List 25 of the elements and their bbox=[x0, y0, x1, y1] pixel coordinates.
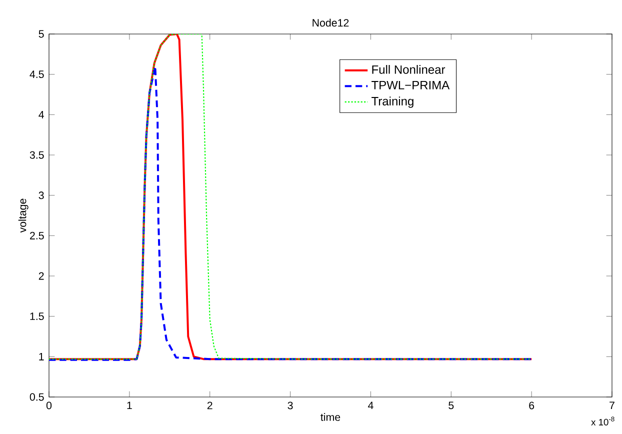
chart-title: Node12 bbox=[312, 18, 349, 27]
y-tick-label: 4.5 bbox=[30, 70, 44, 78]
y-tick-label: 1 bbox=[39, 352, 44, 360]
text: x 10$^{-8}$ bbox=[591, 416, 614, 426]
x-tick-label: 5 bbox=[448, 402, 454, 410]
x-axis-title: time bbox=[320, 413, 340, 421]
y-tick-label: 1.5 bbox=[30, 312, 44, 320]
x-tick-label: 2 bbox=[207, 402, 212, 410]
y-tick-label: 4 bbox=[38, 110, 44, 118]
x-tick-label: 1 bbox=[127, 402, 132, 410]
x-tick-label: 4 bbox=[368, 402, 374, 410]
y-tick-label: 0.5 bbox=[30, 393, 44, 401]
legend-label: Training bbox=[372, 96, 414, 108]
x-tick-label: 3 bbox=[288, 402, 293, 410]
x-tick-label: 7 bbox=[610, 402, 614, 410]
x-tick-label: 6 bbox=[529, 402, 534, 410]
y-axis-title: voltage bbox=[18, 198, 28, 233]
legend-label: Full Nonlinear bbox=[372, 65, 446, 74]
y-tick-label: 2 bbox=[38, 272, 44, 280]
x-tick-label: 0 bbox=[46, 402, 52, 410]
y-tick-label: 3 bbox=[38, 192, 44, 200]
y-tick-label: 3.5 bbox=[30, 151, 44, 159]
y-tick-label: 5 bbox=[38, 30, 44, 38]
legend-label: TPWL−PRIMA bbox=[372, 81, 450, 90]
y-tick-label: 2.5 bbox=[30, 232, 44, 240]
